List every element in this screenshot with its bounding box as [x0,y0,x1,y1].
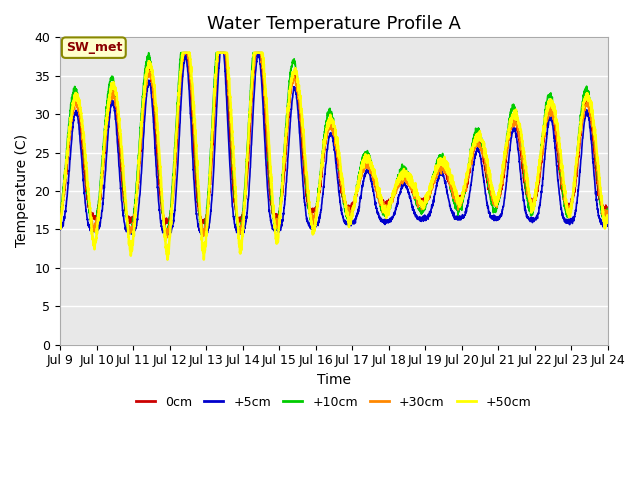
+5cm [151,145,159,151]
+10cm [119,174,127,180]
+50cm [534,170,542,176]
+10cm [291,56,298,61]
+10cm [593,173,601,179]
+50cm [291,68,298,74]
+5cm [267,216,275,222]
0cm [180,50,188,56]
+50cm [179,50,186,56]
+50cm [267,166,275,172]
+30cm [164,235,172,240]
Line: +5cm: +5cm [60,53,607,235]
0cm [151,127,159,133]
+10cm [152,109,159,115]
0cm [56,208,64,214]
+30cm [534,177,542,183]
0cm [291,71,298,77]
+50cm [164,257,172,263]
+5cm [119,208,127,214]
+10cm [267,188,275,193]
+5cm [593,204,601,209]
+50cm [593,155,601,160]
+30cm [151,107,159,112]
+50cm [119,159,127,165]
+10cm [162,232,170,238]
+30cm [593,166,601,172]
Line: +30cm: +30cm [60,53,607,238]
0cm [604,204,611,210]
0cm [593,180,601,186]
+10cm [604,206,611,212]
+10cm [534,171,542,177]
+5cm [198,232,206,238]
X-axis label: Time: Time [317,373,351,387]
0cm [119,186,127,192]
+5cm [216,50,224,56]
+30cm [56,212,64,218]
+5cm [604,223,611,229]
Line: 0cm: 0cm [60,53,607,225]
+30cm [119,167,127,173]
+50cm [56,220,64,226]
+50cm [151,93,159,98]
Line: +10cm: +10cm [60,53,607,235]
+5cm [56,227,64,233]
+10cm [145,50,152,56]
+30cm [267,180,275,186]
+5cm [291,84,298,90]
Y-axis label: Temperature (C): Temperature (C) [15,134,29,248]
+5cm [534,210,542,216]
+30cm [291,74,298,80]
0cm [267,196,275,202]
+10cm [56,214,64,219]
0cm [534,182,542,188]
Text: SW_met: SW_met [66,41,122,54]
Line: +50cm: +50cm [60,53,607,260]
+30cm [180,50,188,56]
Legend: 0cm, +5cm, +10cm, +30cm, +50cm: 0cm, +5cm, +10cm, +30cm, +50cm [131,391,537,414]
0cm [161,222,169,228]
Title: Water Temperature Profile A: Water Temperature Profile A [207,15,461,33]
+50cm [604,213,611,219]
+30cm [604,210,611,216]
